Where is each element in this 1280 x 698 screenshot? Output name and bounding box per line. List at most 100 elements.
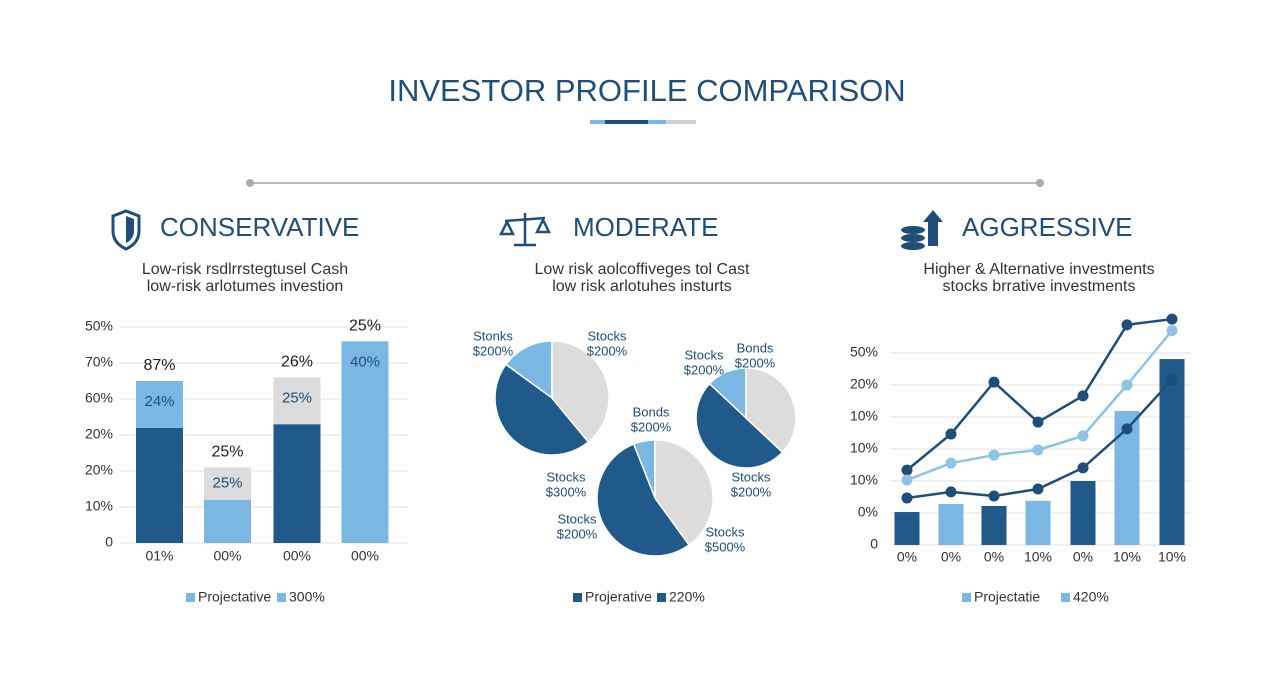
pie-label-name: Stonks [473, 328, 513, 343]
line-marker [901, 464, 913, 476]
pie-label-name: Bonds [633, 404, 670, 419]
pie-label-name: Stocks [546, 469, 586, 484]
pie-slice [745, 367, 797, 454]
pie-label-name: Bonds [737, 340, 774, 355]
panel-subtitle: Low-risk rsdlrrstegtusel Cash [142, 261, 348, 278]
x-tick-label: 0% [984, 549, 1004, 565]
pie-slice [551, 340, 610, 443]
line-marker [988, 449, 1000, 461]
divider [246, 179, 1044, 187]
bar-inner-label: 24% [144, 393, 174, 410]
page-title: INVESTOR PROFILE COMPARISON [388, 73, 905, 108]
pie-label-value: $200% [731, 484, 772, 499]
pie-label-value: $200% [735, 355, 776, 370]
line-marker [1166, 374, 1178, 386]
line-marker [1032, 444, 1044, 456]
line-marker [1032, 416, 1044, 428]
y-tick-label: 20% [850, 376, 878, 392]
x-tick-label: 10% [1024, 549, 1052, 565]
y-tick-label: 20% [85, 462, 113, 478]
panel-title: CONSERVATIVE [160, 212, 359, 242]
line-marker [945, 457, 957, 469]
y-tick-label: 50% [85, 318, 113, 334]
bar-top-label: 25% [349, 318, 381, 335]
scale-icon [498, 213, 552, 247]
line-marker [1077, 462, 1089, 474]
pie-slice [695, 382, 784, 469]
bar-inner-label: 40% [350, 353, 380, 370]
line-marker [901, 492, 913, 504]
pie-label-value: $200% [587, 343, 628, 358]
x-tick-label: 10% [1158, 549, 1186, 565]
pie-slice [494, 363, 590, 456]
legend-swatch [1061, 593, 1070, 602]
bar-top-label: 87% [143, 357, 175, 374]
legend-swatch [573, 593, 582, 602]
pie-label-value: $300% [546, 484, 587, 499]
legend-swatch [277, 593, 286, 602]
bar-segment [273, 377, 321, 425]
bar-segment [136, 427, 183, 543]
legend-label: 420% [1073, 589, 1109, 605]
y-tick-label: 50% [850, 344, 878, 360]
legend-label: 220% [669, 589, 705, 605]
legend-label: 300% [289, 589, 325, 605]
title-underline [590, 120, 696, 124]
line-marker [1121, 423, 1133, 435]
pie-label-value: $200% [473, 343, 514, 358]
line-marker [945, 428, 957, 440]
pie-slice [504, 340, 553, 400]
bar-top-label: 25% [211, 444, 243, 461]
bar-inner-label: 25% [282, 389, 312, 406]
line-marker [1121, 379, 1133, 391]
x-tick-label: 00% [213, 548, 241, 564]
x-tick-label: 0% [897, 549, 917, 565]
pie-slice [654, 439, 714, 546]
y-tick-label: 0 [870, 536, 878, 552]
bar-inner-label: 25% [212, 475, 242, 492]
x-tick-label: 0% [1073, 549, 1093, 565]
pie-label-value: $200% [557, 526, 598, 541]
line-marker [1077, 390, 1089, 402]
bar [1159, 359, 1185, 545]
y-tick-label: 0 [105, 534, 113, 550]
pie-label-value: $500% [705, 539, 746, 554]
panel-title: AGGRESSIVE [962, 212, 1133, 242]
y-tick-label: 0% [858, 504, 878, 520]
pie-label-name: Stocks [557, 511, 597, 526]
bar [1070, 481, 1096, 545]
line-marker [988, 376, 1000, 388]
line-marker [1077, 430, 1089, 442]
panel-subtitle: Low risk aolcoffiveges tol Cast [535, 261, 750, 278]
pie-label-name: Stocks [587, 328, 627, 343]
bar-segment [136, 381, 183, 428]
line-marker [1166, 313, 1178, 325]
x-tick-label: 0% [941, 549, 961, 565]
line-marker [988, 490, 1000, 502]
y-tick-label: 10% [850, 472, 878, 488]
bar [894, 512, 920, 545]
line-marker [1121, 319, 1133, 331]
line-marker [1166, 325, 1178, 337]
growth-icon [901, 210, 943, 250]
bar [981, 505, 1007, 545]
panel-subtitle: low risk arlotuhes insturts [552, 278, 732, 295]
line-marker [945, 486, 957, 498]
pie-label-name: Stocks [684, 347, 724, 362]
x-tick-label: 00% [283, 548, 311, 564]
legend-swatch [962, 593, 971, 602]
bar-segment [204, 467, 251, 500]
y-tick-label: 10% [850, 440, 878, 456]
panel-subtitle: Higher & Alternative investments [923, 261, 1154, 278]
legend-label: Projerative [585, 589, 652, 605]
legend-swatch [186, 593, 195, 602]
pie-label-value: $200% [631, 419, 672, 434]
x-tick-label: 10% [1113, 549, 1141, 565]
bar-top-label: 26% [281, 354, 313, 371]
panel-title: MODERATE [573, 212, 718, 242]
shield-icon [111, 209, 141, 251]
y-tick-label: 60% [85, 390, 113, 406]
y-tick-label: 70% [85, 354, 113, 370]
bar-segment [273, 424, 321, 543]
